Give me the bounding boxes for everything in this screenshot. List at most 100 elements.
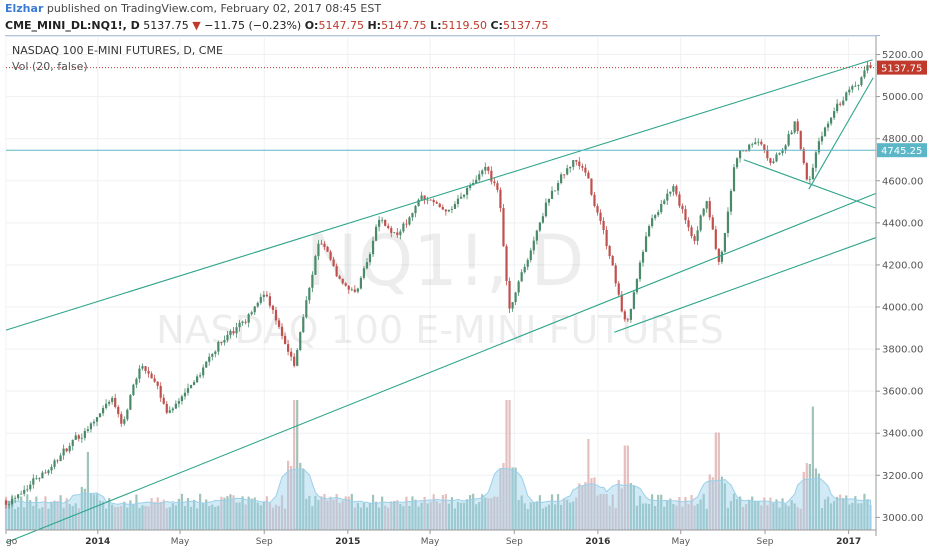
volume-bar: [851, 502, 854, 530]
volume-bar: [232, 495, 235, 530]
candle-body: [623, 311, 626, 320]
volume-bar: [423, 496, 426, 530]
volume-bar: [299, 462, 302, 530]
candle-body: [799, 130, 802, 150]
candle-body: [162, 397, 165, 404]
volume-bar: [754, 501, 757, 530]
volume-bar: [675, 505, 678, 530]
volume-bar: [438, 503, 441, 530]
volume-bar: [98, 500, 102, 530]
candle-body: [89, 423, 93, 430]
candle-body: [611, 256, 614, 266]
candle-body: [459, 196, 463, 199]
volume-bar: [365, 507, 369, 530]
volume-bar: [693, 505, 696, 530]
candle-body: [223, 340, 226, 343]
candle-body: [496, 183, 499, 190]
candle-body: [120, 414, 123, 424]
candle-body: [651, 218, 654, 227]
candle-body: [235, 327, 238, 334]
candle-body: [247, 314, 250, 323]
x-tick-label: Sep: [256, 537, 273, 547]
volume-bar: [441, 495, 444, 530]
volume-bar: [402, 506, 405, 530]
candle-body: [839, 103, 842, 105]
volume-bar: [493, 496, 496, 530]
candle-body: [660, 203, 663, 213]
volume-bar: [472, 493, 475, 530]
candle-body: [820, 136, 824, 142]
volume-bar: [760, 505, 763, 530]
candle-body: [848, 89, 851, 93]
candle-body: [523, 266, 526, 273]
candle-body: [823, 127, 827, 137]
volume-bar: [766, 505, 769, 530]
time-axis[interactable]: go 2014 May Sep 2015 May Sep 2016 May Sep 2017: [5, 529, 876, 547]
candle-body: [177, 401, 181, 404]
candle-body: [453, 204, 457, 209]
volume-bar: [280, 495, 284, 530]
volume-bar: [180, 493, 184, 530]
candle-body: [811, 167, 814, 180]
candle-body: [487, 166, 490, 171]
candle-body: [41, 472, 44, 479]
volume-bar: [663, 506, 666, 530]
candle-body: [672, 186, 675, 192]
volume-bar: [296, 400, 299, 530]
volume-bar: [784, 504, 787, 530]
last-price: 5137.75: [143, 19, 189, 32]
candle-body: [156, 381, 159, 386]
candle-body: [754, 142, 757, 145]
candle-body: [742, 150, 745, 152]
candle-body: [129, 395, 132, 410]
candle-body: [572, 160, 575, 167]
volume-bar: [732, 493, 736, 530]
volume-bar: [235, 502, 238, 530]
candle-body: [262, 294, 265, 297]
trendline-descending: [743, 159, 877, 209]
candle-body: [538, 222, 541, 231]
candle-body: [320, 243, 323, 245]
volume-bar: [320, 496, 323, 530]
candle-body: [614, 265, 617, 284]
candle-body: [259, 296, 262, 303]
volume-bar: [189, 506, 193, 530]
candle-body: [629, 308, 632, 320]
volume-bar: [205, 499, 208, 530]
volume-bar: [814, 468, 818, 530]
volume-bar: [678, 497, 681, 530]
candle-body: [705, 201, 708, 209]
volume-bar: [396, 500, 399, 530]
volume-bar: [244, 504, 247, 530]
volume-bar: [781, 498, 784, 530]
volume-bar: [338, 502, 341, 530]
candle-body: [499, 189, 502, 209]
candle-body: [708, 201, 711, 218]
candle-body: [605, 229, 608, 247]
volume-bar: [702, 493, 705, 530]
candle-body: [845, 92, 848, 101]
author-link[interactable]: Elzhar: [5, 2, 44, 15]
candle-body: [502, 208, 505, 247]
x-tick-label: Sep: [506, 537, 523, 547]
volume-bar: [541, 508, 545, 530]
candle-body: [26, 489, 29, 491]
down-arrow-icon: ▼: [192, 19, 201, 32]
publish-text: published on TradingView.com, February 0…: [43, 2, 382, 15]
candle-body: [857, 85, 860, 86]
volume-bar: [192, 499, 196, 530]
candle-body: [751, 144, 754, 146]
volume-bar: [168, 507, 171, 530]
candle-body: [581, 166, 584, 168]
volume-bar: [317, 499, 320, 530]
candle-body: [450, 208, 454, 210]
volume-bar: [790, 500, 793, 530]
candle-body: [702, 208, 705, 216]
volume-bar: [23, 507, 26, 530]
low-label: L:: [430, 19, 442, 32]
price-axis[interactable]: 3000.00 3200.00 3400.00 3600.00 3800.00 4000.…: [875, 36, 927, 536]
volume-bar: [496, 496, 499, 530]
volume-bar: [462, 502, 466, 530]
volume-bar: [56, 500, 59, 530]
